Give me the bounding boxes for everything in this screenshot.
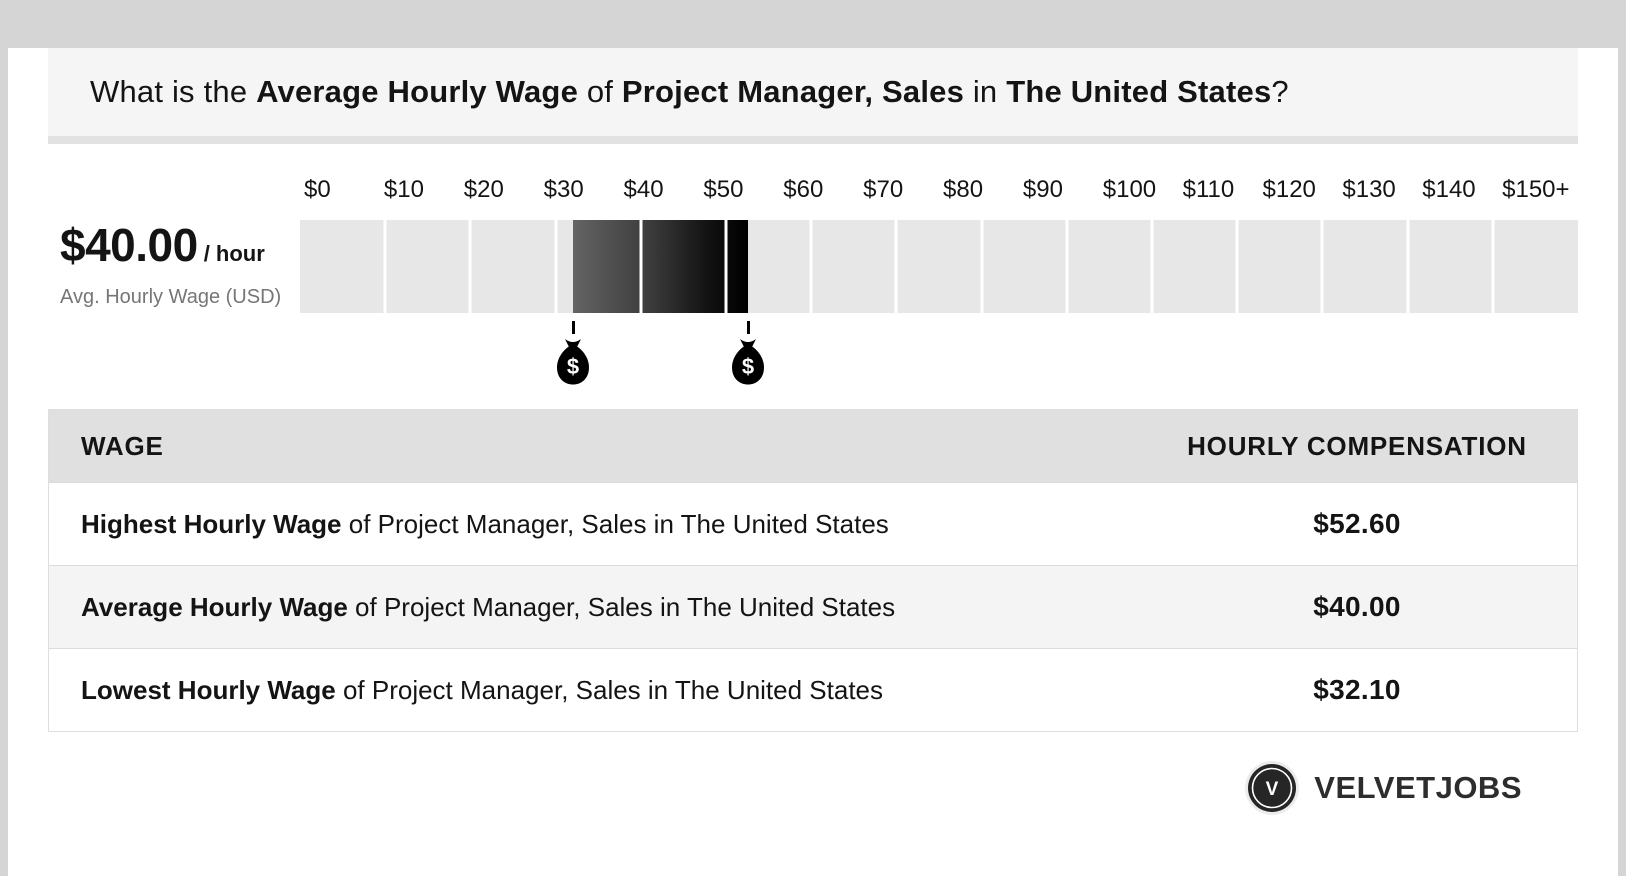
- scale-tick-label: $40: [623, 176, 664, 203]
- scale-segment-gap: [1065, 220, 1069, 313]
- scale-segment-gap: [639, 220, 643, 313]
- average-wage-amount: $40.00: [60, 219, 198, 271]
- wage-scale: $0 $10 $20 $30 $40 $50 $60 $70 $80 $90 $100 $110 $12…: [300, 176, 1578, 389]
- scale-segment-gap: [1491, 220, 1495, 313]
- row-label-rest: of Project Manager, Sales in The United …: [341, 508, 889, 539]
- wage-caption: Avg. Hourly Wage (USD): [60, 286, 282, 308]
- scale-segment-gap: [724, 220, 728, 313]
- scale-tick-label: $70: [863, 176, 904, 203]
- wage-scale-chart: $40.00/ hour Avg. Hourly Wage (USD) $0 $1…: [48, 176, 1578, 389]
- question-highlight-job: Project Manager, Sales: [621, 74, 965, 109]
- scale-segment-gap: [1235, 220, 1239, 313]
- question-header: What is the Average Hourly Wage of Proje…: [48, 48, 1578, 144]
- scale-tick-labels: $0 $10 $20 $30 $40 $50 $60 $70 $80 $90 $100 $110 $12…: [300, 176, 1578, 220]
- scale-tick-label: $90: [1022, 176, 1063, 203]
- question-highlight-wage: Average Hourly Wage: [256, 74, 579, 109]
- scale-tick-label: $0: [304, 176, 331, 203]
- table-row: Lowest Hourly Wage of Project Manager, S…: [49, 648, 1577, 731]
- scale-track: [300, 220, 1578, 313]
- wage-range-highlight: [573, 220, 749, 313]
- row-label-rest: of Project Manager, Sales in The United …: [335, 674, 884, 705]
- column-header-compensation: HOURLY COMPENSATION: [1187, 430, 1527, 461]
- question-highlight-location: The United States: [1006, 74, 1272, 109]
- scale-tick-label: $30: [543, 176, 584, 203]
- scale-segment-gap: [554, 220, 558, 313]
- scale-segment-gap: [980, 220, 984, 313]
- money-bag-icon: $: [732, 339, 765, 385]
- infographic-card: What is the Average Hourly Wage of Proje…: [8, 48, 1618, 876]
- scale-tick-label: $10: [383, 176, 424, 203]
- scale-tick-label: $80: [943, 176, 984, 203]
- table-header-row: WAGE HOURLY COMPENSATION: [49, 410, 1577, 482]
- scale-segment-gap: [894, 220, 898, 313]
- scale-tick-label: $20: [463, 176, 504, 203]
- scale-tick-label: $130: [1342, 176, 1396, 203]
- brand-name[interactable]: VELVETJOBS: [1314, 770, 1522, 805]
- scale-segment-gap: [383, 220, 387, 313]
- velvetjobs-logo-icon[interactable]: V: [1244, 760, 1300, 816]
- scale-segment-gap: [809, 220, 813, 313]
- scale-tick-label: $150+: [1502, 176, 1570, 203]
- scale-tick-label: $100: [1102, 176, 1157, 203]
- scale-segment-gap: [1406, 220, 1410, 313]
- per-hour-label: / hour: [203, 241, 265, 266]
- row-label-bold: Highest Hourly Wage: [81, 508, 342, 539]
- marker-connector: [746, 321, 750, 334]
- scale-tick-label: $120: [1262, 176, 1316, 203]
- scale-tick-label: $60: [783, 176, 824, 203]
- svg-text:$: $: [567, 354, 579, 379]
- svg-text:V: V: [1266, 779, 1279, 800]
- wage-table: WAGE HOURLY COMPENSATION Highest Hourly …: [48, 409, 1578, 732]
- table-row: Average Hourly Wage of Project Manager, …: [49, 565, 1577, 648]
- row-label-bold: Average Hourly Wage: [81, 591, 348, 622]
- column-header-wage: WAGE: [81, 430, 164, 461]
- scale-tick-label: $140: [1422, 176, 1476, 203]
- table-row: Highest Hourly Wage of Project Manager, …: [49, 482, 1577, 565]
- scale-bar: [300, 220, 1578, 313]
- brand-footer[interactable]: V VELVETJOBS: [8, 760, 1522, 816]
- wage-summary: $40.00/ hour Avg. Hourly Wage (USD): [48, 176, 300, 389]
- money-bag-icon: $: [557, 339, 590, 385]
- row-label-bold: Lowest Hourly Wage: [81, 674, 336, 705]
- row-value: $52.60: [1313, 508, 1401, 539]
- question-text: What is the: [90, 74, 257, 109]
- high-wage-marker: $: [728, 321, 768, 386]
- range-markers: $ $: [300, 321, 1578, 389]
- scale-tick-label: $50: [703, 176, 744, 203]
- scale-segment-gap: [1150, 220, 1154, 313]
- scale-segment-gap: [1320, 220, 1324, 313]
- low-wage-marker: $: [553, 321, 593, 386]
- marker-connector: [571, 321, 575, 334]
- row-label-rest: of Project Manager, Sales in The United …: [347, 591, 896, 622]
- scale-segment-gap: [468, 220, 472, 313]
- svg-text:$: $: [742, 354, 754, 379]
- row-value: $32.10: [1313, 674, 1401, 705]
- row-value: $40.00: [1313, 591, 1401, 622]
- scale-tick-label: $110: [1182, 176, 1235, 203]
